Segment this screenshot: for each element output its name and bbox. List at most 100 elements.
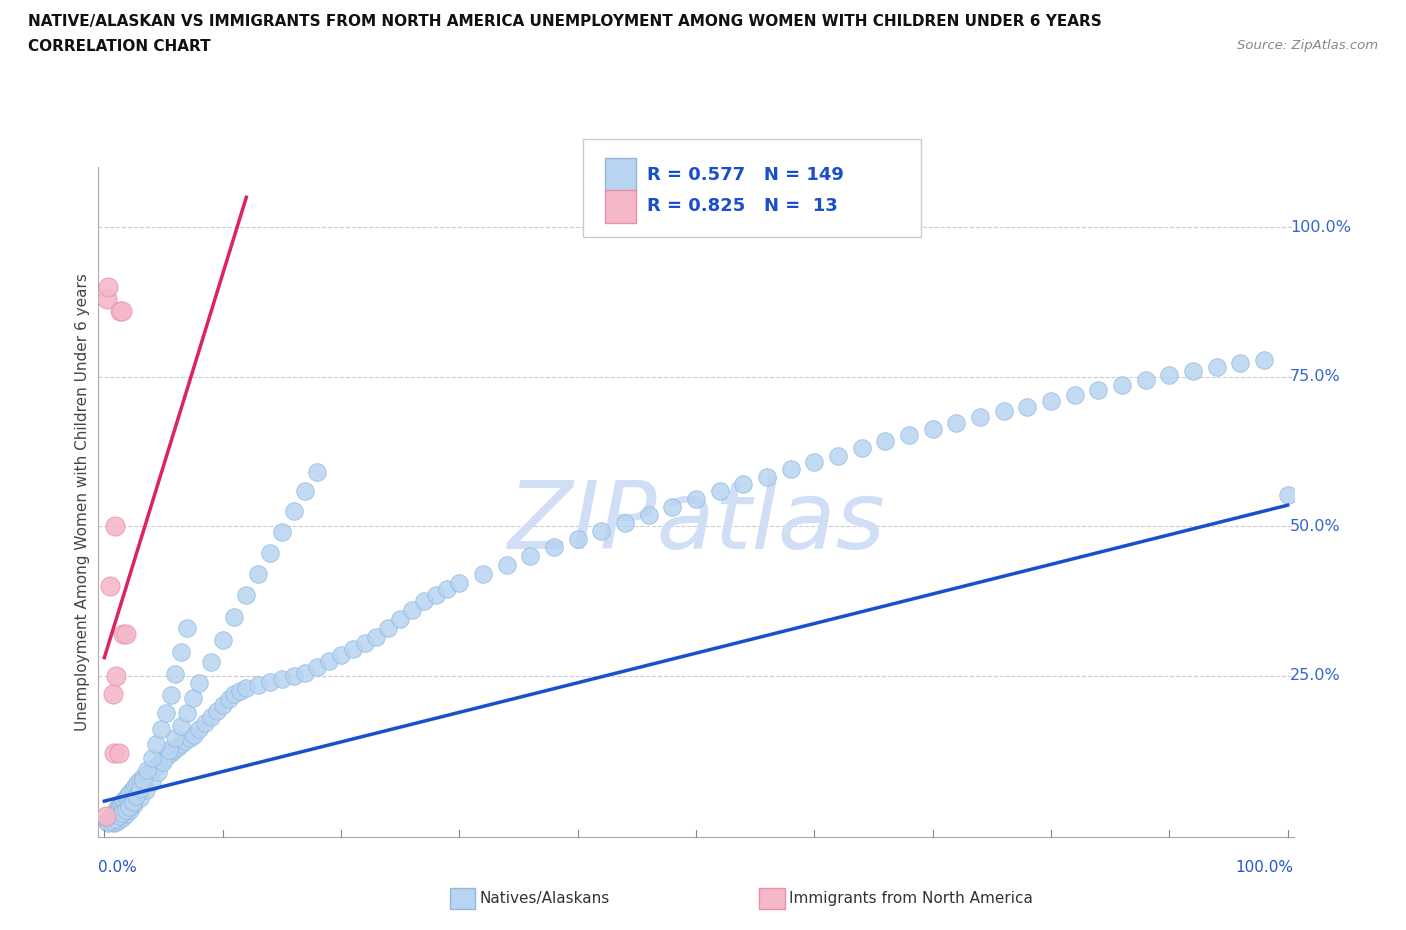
Point (114, 790, 136, 805)
Point (211, 632, 233, 647)
Point (1277, 487, 1299, 502)
Point (112, 793, 135, 808)
Point (307, 465, 329, 480)
Point (132, 770, 155, 785)
Point (110, 797, 132, 812)
Point (170, 644, 193, 659)
Point (224, 609, 246, 624)
Point (117, 788, 139, 803)
Point (803, 455, 825, 470)
Point (181, 691, 204, 706)
Point (235, 680, 257, 695)
Point (165, 667, 187, 682)
Point (1111, 378, 1133, 392)
Point (1039, 393, 1062, 408)
Point (128, 790, 150, 805)
Point (472, 566, 495, 581)
Point (145, 737, 167, 751)
Point (108, 799, 131, 814)
Text: Source: ZipAtlas.com: Source: ZipAtlas.com (1237, 39, 1378, 52)
Point (1159, 368, 1181, 383)
Point (401, 603, 423, 618)
Point (121, 795, 143, 810)
Point (1017, 399, 1039, 414)
Point (247, 677, 270, 692)
Text: NATIVE/ALASKAN VS IMMIGRANTS FROM NORTH AMERICA UNEMPLOYMENT AMONG WOMEN WITH CH: NATIVE/ALASKAN VS IMMIGRANTS FROM NORTH … (28, 14, 1102, 29)
Point (330, 647, 353, 662)
Point (166, 740, 188, 755)
Text: Natives/Alaskans: Natives/Alaskans (479, 891, 610, 906)
Point (318, 653, 340, 668)
Point (614, 516, 637, 531)
Point (114, 803, 136, 817)
Point (104, 804, 127, 819)
Point (163, 743, 186, 758)
Point (124, 778, 146, 793)
Point (755, 470, 778, 485)
Point (105, 668, 128, 683)
Point (97, 280, 120, 295)
Point (170, 719, 193, 734)
Point (120, 785, 142, 800)
Point (155, 705, 177, 720)
Point (200, 710, 222, 724)
Point (135, 783, 157, 798)
Point (96, 291, 118, 306)
Point (143, 761, 166, 776)
Point (100, 809, 122, 824)
Point (270, 525, 292, 539)
Point (827, 448, 849, 463)
Text: 100.0%: 100.0% (1236, 860, 1294, 875)
Text: ZIPatlas: ZIPatlas (508, 477, 884, 568)
Point (183, 728, 205, 743)
Point (685, 492, 707, 507)
Point (97, 816, 120, 830)
Point (969, 409, 991, 424)
Point (136, 763, 159, 777)
Point (165, 731, 187, 746)
Text: Immigrants from North America: Immigrants from North America (789, 891, 1032, 906)
Point (283, 668, 305, 683)
Point (921, 421, 943, 436)
Point (637, 508, 659, 523)
Point (307, 659, 329, 674)
Point (211, 698, 233, 713)
Point (218, 692, 240, 707)
Point (139, 764, 162, 778)
Point (188, 722, 211, 737)
Point (122, 797, 145, 812)
Point (132, 773, 155, 788)
Point (112, 626, 135, 641)
Point (141, 775, 163, 790)
Text: 25.0%: 25.0% (1289, 668, 1341, 683)
Point (157, 743, 180, 758)
Point (118, 800, 141, 815)
Point (98, 810, 121, 825)
Point (114, 792, 136, 807)
Point (389, 611, 412, 626)
Point (709, 484, 731, 498)
Point (194, 716, 217, 731)
Point (141, 751, 163, 765)
Point (200, 655, 222, 670)
Point (98, 578, 121, 593)
Point (1205, 360, 1227, 375)
Point (1087, 382, 1109, 397)
Text: 0.0%: 0.0% (98, 860, 138, 875)
Point (97, 813, 120, 828)
Point (224, 686, 246, 701)
Point (353, 635, 375, 650)
Point (111, 795, 134, 810)
Point (259, 546, 281, 561)
Text: 75.0%: 75.0% (1289, 369, 1341, 384)
Point (111, 303, 134, 318)
Point (342, 642, 364, 657)
Point (104, 812, 127, 827)
Point (733, 477, 755, 492)
Point (128, 773, 150, 788)
Text: 100.0%: 100.0% (1289, 219, 1351, 234)
Point (205, 704, 228, 719)
Point (567, 532, 589, 547)
Point (127, 776, 149, 790)
Point (283, 504, 305, 519)
